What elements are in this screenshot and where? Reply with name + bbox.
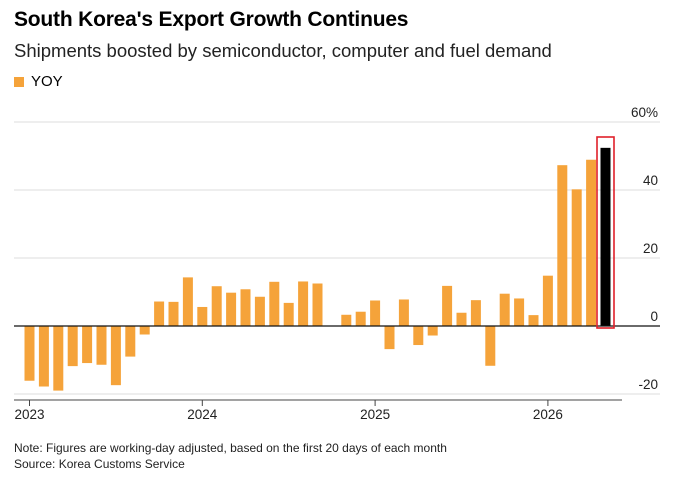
bar [442, 285, 453, 326]
highlight-bar [600, 147, 611, 326]
x-tick-label: 2024 [187, 407, 218, 422]
bar [82, 326, 93, 364]
bar [456, 312, 467, 326]
y-tick-label: 20 [643, 241, 658, 256]
y-tick-label: 0 [650, 309, 658, 324]
x-tick-label: 2023 [14, 407, 44, 422]
bar [528, 315, 539, 326]
bar [485, 326, 496, 366]
bar [557, 165, 568, 326]
bars [24, 147, 611, 391]
legend-swatch [14, 76, 24, 87]
y-tick-label: 40 [643, 173, 658, 188]
highlight [596, 136, 615, 329]
bar [312, 283, 323, 326]
bar [240, 289, 251, 326]
bar [168, 301, 179, 326]
bar [586, 159, 597, 326]
bar [226, 292, 237, 326]
x-tick-labels: 2023 2024 2025 2026 [14, 407, 562, 422]
y-tick-label: -20 [638, 377, 658, 392]
bar [499, 293, 510, 326]
bar [269, 281, 280, 326]
bar [24, 326, 35, 381]
bar [370, 300, 381, 326]
bar [398, 299, 409, 326]
bar [110, 326, 121, 386]
bar [470, 300, 481, 326]
bar [197, 306, 208, 326]
bar [542, 275, 553, 326]
bar [211, 286, 222, 326]
bar [125, 326, 136, 357]
y-tick-label: 60% [631, 105, 658, 120]
gridlines [14, 121, 660, 395]
chart-subtitle: Shipments boosted by semiconductor, comp… [14, 40, 552, 61]
bar [571, 189, 582, 326]
source-note: Source: Korea Customs Service [14, 457, 185, 471]
bar [53, 326, 64, 391]
x-tick-label: 2025 [360, 407, 390, 422]
bar [283, 302, 294, 326]
bar [38, 326, 49, 387]
bar [254, 296, 265, 326]
footnote: Note: Figures are working-day adjusted, … [14, 441, 447, 455]
chart-title: South Korea's Export Growth Continues [14, 8, 409, 31]
y-tick-labels: -20 0 20 40 60% [631, 105, 658, 392]
bar [96, 326, 107, 365]
bar [298, 281, 309, 326]
legend-label: YOY [31, 73, 63, 90]
bar [413, 326, 424, 346]
highlight-box [596, 136, 615, 329]
bar [427, 326, 438, 336]
bar [514, 298, 525, 326]
legend: YOY [14, 73, 63, 90]
bar [384, 326, 395, 350]
axes [14, 325, 660, 406]
bar [355, 311, 366, 326]
bar [341, 314, 352, 326]
bar [182, 277, 193, 326]
bar [139, 326, 150, 335]
x-tick-label: 2026 [533, 407, 563, 422]
bar [154, 301, 165, 326]
bar [67, 326, 78, 367]
